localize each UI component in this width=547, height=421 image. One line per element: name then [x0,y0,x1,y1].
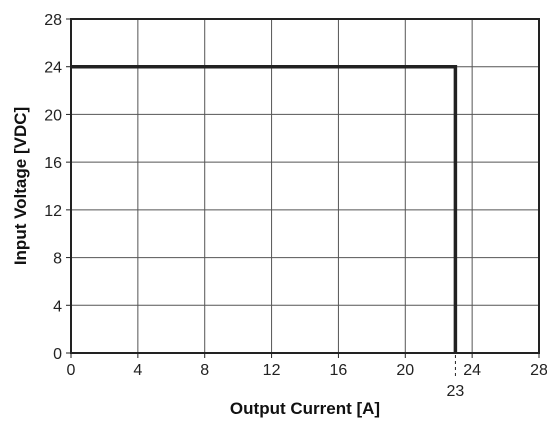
y-tick-label: 16 [44,155,62,172]
annotation-label: 23 [447,383,465,400]
y-tick-label: 4 [53,298,62,315]
y-tick-labels: 0 4 8 12 16 20 24 28 [44,12,62,363]
y-tick-label: 20 [44,107,62,124]
x-tick-label: 12 [263,362,281,379]
y-tick-label: 8 [53,251,62,268]
x-tick-label: 8 [200,362,209,379]
x-axis-title: Output Current [A] [230,399,380,418]
x-tick-labels: 0 4 8 12 16 20 24 28 [67,362,547,379]
x-tick-label: 16 [330,362,348,379]
x-tick-label: 4 [133,362,142,379]
grid [66,18,540,358]
y-tick-label: 12 [44,203,62,220]
plot-frame [70,18,540,354]
x-tick-label: 20 [396,362,414,379]
x-tick-label: 0 [67,362,76,379]
x-tick-label: 24 [463,362,481,379]
y-axis-title: Input Voltage [VDC] [11,107,30,265]
y-tick-label: 28 [44,12,62,29]
x-tick-label: 28 [530,362,547,379]
y-tick-label: 24 [44,60,62,77]
y-tick-label: 0 [53,346,62,363]
series-line [71,64,458,353]
